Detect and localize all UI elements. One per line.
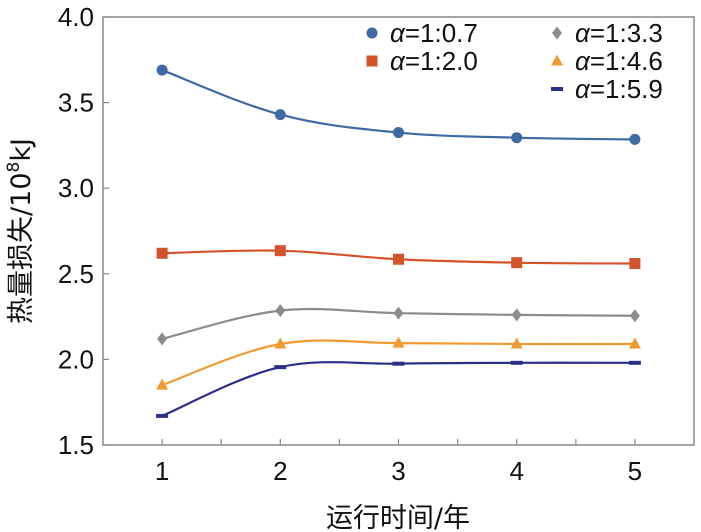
series-4 — [156, 336, 641, 390]
legend-value: =1:3.3 — [590, 18, 663, 48]
legend-label: α=1:3.3 — [575, 18, 663, 48]
data-point — [274, 245, 286, 257]
legend-item-2: α=1:2.0 — [366, 46, 478, 76]
legend-marker — [552, 26, 562, 40]
data-point — [629, 133, 641, 145]
y-axis-title-unit: kJ — [6, 138, 37, 162]
legend-symbol: α — [390, 18, 406, 48]
data-point — [510, 360, 523, 365]
legend-label: α=1:2.0 — [390, 46, 478, 76]
data-point — [511, 257, 523, 269]
series-5 — [156, 360, 641, 418]
y-axis-title-main: 热量损失/10 — [6, 172, 37, 323]
legend-marker — [366, 27, 378, 39]
legend-symbol: α — [575, 46, 591, 76]
data-point — [274, 109, 286, 121]
legend-label: α=1:4.6 — [575, 46, 663, 76]
data-point — [392, 361, 405, 366]
series-1 — [156, 64, 641, 145]
legend: α=1:0.7α=1:2.0α=1:3.3α=1:4.6α=1:5.9 — [366, 18, 663, 104]
data-point — [511, 132, 523, 144]
legend-marker — [366, 55, 378, 67]
data-point — [156, 378, 169, 390]
data-point — [629, 258, 641, 270]
data-point — [510, 337, 523, 349]
y-tick-label: 3.0 — [58, 173, 94, 203]
x-tick-label: 2 — [273, 456, 287, 486]
data-point — [511, 308, 522, 322]
legend-symbol: α — [575, 74, 591, 104]
legend-value: =1:2.0 — [405, 46, 478, 76]
legend-value: =1:5.9 — [590, 74, 663, 104]
y-axis-title-superscript: 8 — [4, 162, 24, 173]
data-point — [392, 336, 405, 348]
series-layer — [156, 64, 641, 418]
series-3 — [157, 304, 640, 346]
legend-value: =1:4.6 — [590, 46, 663, 76]
axis-ticks: 1.5 2.0 2.5 3.0 3.5 4.0 1 2 3 4 5 — [58, 2, 642, 486]
y-tick-label: 3.5 — [58, 88, 94, 118]
series-2 — [156, 245, 641, 270]
y-tick-label: 1.5 — [58, 430, 94, 460]
y-tick-label: 2.0 — [58, 344, 94, 374]
series-line — [161, 361, 635, 417]
y-tick-label: 2.5 — [58, 259, 94, 289]
x-tick-label: 3 — [391, 456, 405, 486]
data-point — [628, 337, 641, 349]
data-point — [274, 337, 287, 349]
legend-label: α=1:5.9 — [575, 74, 663, 104]
data-point — [275, 304, 286, 318]
x-axis-title: 运行时间/年 — [326, 503, 470, 532]
legend-value: =1:0.7 — [405, 18, 478, 48]
data-point — [156, 247, 168, 259]
legend-symbol: α — [390, 46, 406, 76]
legend-symbol: α — [575, 18, 591, 48]
legend-item-4: α=1:4.6 — [551, 46, 663, 76]
legend-item-1: α=1:0.7 — [366, 18, 478, 48]
legend-label: α=1:0.7 — [390, 18, 478, 48]
data-point — [393, 306, 404, 320]
legend-marker — [551, 87, 563, 91]
legend-marker — [551, 54, 563, 66]
y-tick-label: 4.0 — [58, 2, 94, 32]
y-axis-title: 热量损失/108kJ — [4, 138, 37, 324]
legend-item-5: α=1:5.9 — [551, 74, 663, 104]
data-point — [274, 365, 287, 370]
legend-item-3: α=1:3.3 — [552, 18, 663, 48]
data-point — [629, 309, 640, 323]
data-point — [156, 64, 168, 76]
data-point — [393, 253, 404, 265]
data-point — [157, 332, 168, 346]
x-tick-label: 1 — [155, 456, 169, 486]
data-point — [628, 360, 641, 365]
x-tick-label: 4 — [509, 456, 523, 486]
x-tick-label: 5 — [628, 456, 642, 486]
data-point — [156, 413, 169, 418]
data-point — [393, 127, 404, 139]
